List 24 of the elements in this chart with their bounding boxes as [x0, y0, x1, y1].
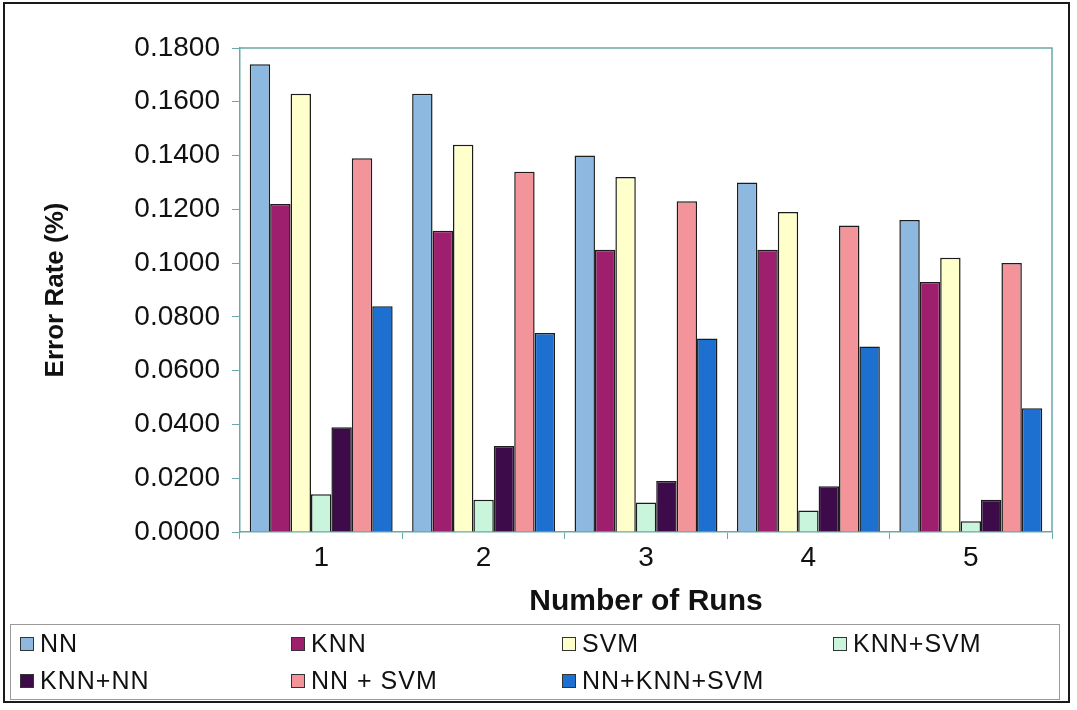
y-tick-label: 0.0200: [134, 460, 220, 492]
y-axis-title: Error Rate (%): [38, 202, 69, 378]
y-tick-label: 0.1000: [134, 245, 220, 277]
legend-label: KNN+NN: [40, 666, 150, 694]
y-tick-label: 0.0600: [134, 353, 220, 385]
y-tick-label: 0.1200: [134, 192, 220, 224]
y-tick-label: 0.1800: [134, 30, 220, 62]
y-tick-label: 0.0000: [134, 514, 220, 546]
legend-label: SVM: [582, 629, 640, 657]
legend-label: KNN+SVM: [853, 629, 982, 657]
x-axis-title: Number of Runs: [529, 583, 763, 617]
legend-label: NN + SVM: [311, 666, 438, 694]
legend-label: KNN: [311, 629, 367, 657]
legend-label: NN+KNN+SVM: [582, 666, 765, 694]
x-tick-label: 1: [313, 540, 329, 572]
x-tick-label: 4: [800, 540, 817, 572]
x-tick-label: 3: [638, 540, 654, 572]
y-tick-label: 0.1400: [134, 138, 220, 170]
y-tick-label: 0.0400: [134, 407, 220, 439]
y-tick-label: 0.0800: [134, 299, 220, 331]
x-tick-label: 5: [963, 540, 979, 572]
x-tick-label: 2: [475, 540, 492, 572]
y-tick-label: 0.1600: [134, 84, 220, 116]
legend-label: NN: [40, 629, 79, 657]
